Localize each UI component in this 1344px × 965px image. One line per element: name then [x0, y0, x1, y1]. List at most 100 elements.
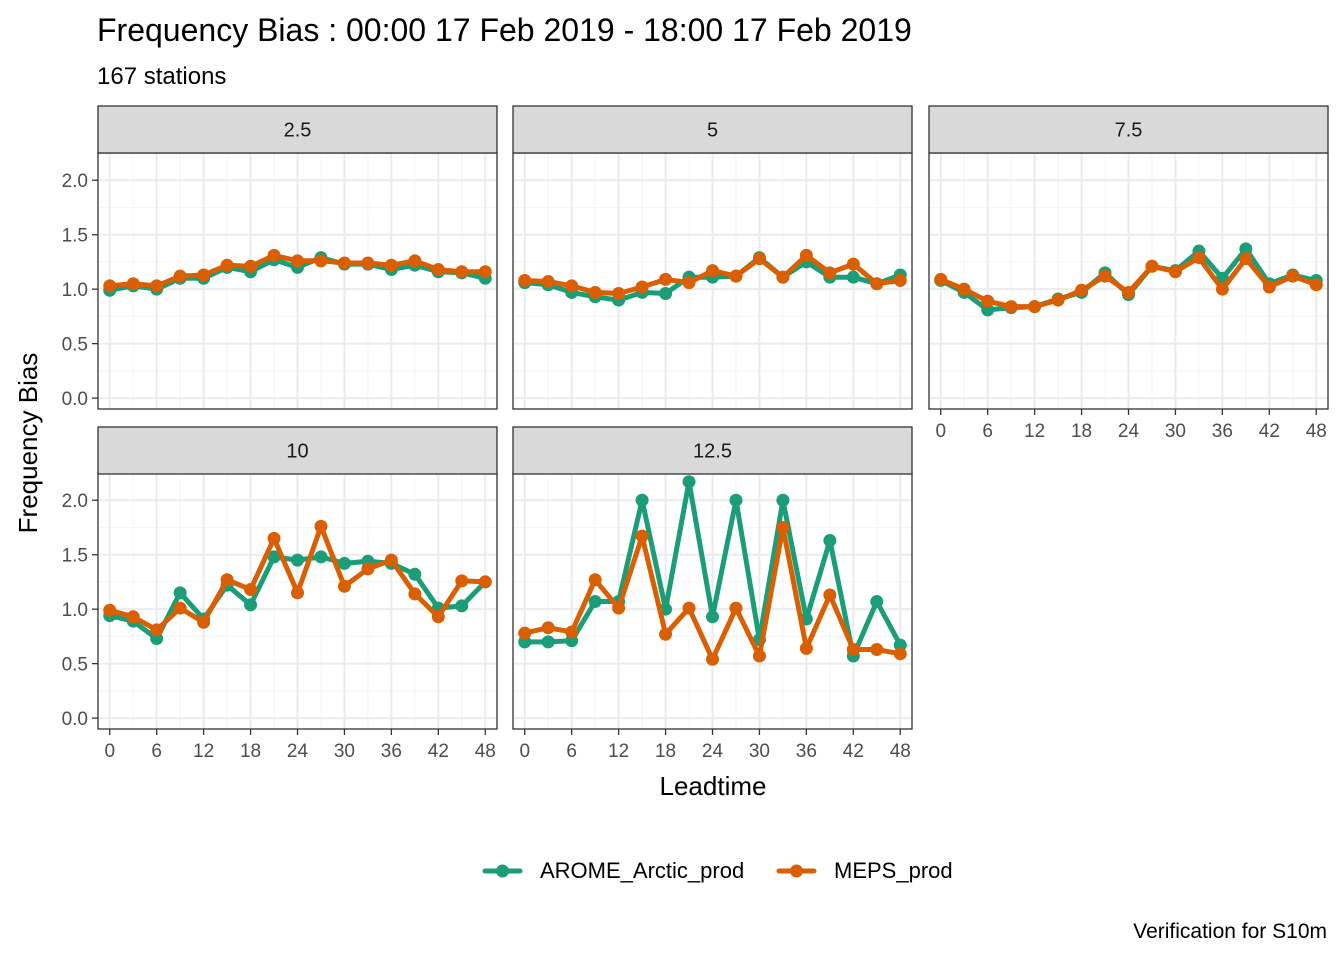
y-tick-label: 2.0: [62, 491, 88, 512]
data-point-MEPS_prod: [846, 257, 860, 271]
data-point-MEPS_prod: [408, 587, 422, 601]
data-point-AROME_Arctic_prod: [291, 553, 304, 567]
x-tick-label: 12: [608, 741, 629, 762]
facet-strip: [512, 105, 913, 154]
x-tick-label: 48: [1306, 421, 1327, 442]
data-point-MEPS_prod: [1004, 300, 1018, 314]
data-point-MEPS_prod: [291, 254, 304, 268]
x-tick-label: 48: [475, 741, 496, 762]
data-point-MEPS_prod: [729, 601, 743, 615]
data-point-MEPS_prod: [659, 627, 673, 641]
facet-strip-label: 12.5: [693, 441, 732, 463]
data-point-MEPS_prod: [612, 287, 626, 301]
x-tick-label: 0: [519, 741, 530, 762]
data-point-MEPS_prod: [893, 273, 907, 287]
data-point-MEPS_prod: [823, 588, 837, 602]
legend-key-point: [790, 864, 803, 878]
x-tick-label: 6: [566, 741, 577, 762]
data-point-MEPS_prod: [541, 621, 555, 635]
data-point-MEPS_prod: [1122, 285, 1135, 299]
data-point-AROME_Arctic_prod: [706, 610, 719, 624]
x-tick-label: 30: [1165, 421, 1186, 442]
legend-key-point: [496, 864, 509, 878]
x-tick-label: 42: [1259, 421, 1280, 442]
data-point-MEPS_prod: [893, 647, 907, 661]
data-point-MEPS_prod: [478, 575, 492, 589]
panels-layer: 2.50.00.51.01.52.05 7.50 6 12 18 24 30 36 42 4810…: [62, 105, 1329, 762]
x-tick-label: 18: [655, 741, 676, 762]
data-point-MEPS_prod: [1286, 269, 1300, 283]
x-tick-label: 36: [1212, 421, 1233, 442]
data-point-MEPS_prod: [126, 610, 140, 624]
x-tick-label: 18: [240, 741, 261, 762]
data-point-MEPS_prod: [361, 256, 375, 270]
x-tick-label: 6: [982, 421, 993, 442]
data-point-MEPS_prod: [518, 273, 532, 287]
data-point-MEPS_prod: [635, 529, 649, 543]
data-point-AROME_Arctic_prod: [682, 475, 696, 489]
x-tick-label: 12: [1024, 421, 1045, 442]
data-point-MEPS_prod: [870, 277, 884, 291]
data-point-MEPS_prod: [103, 279, 117, 293]
chart-caption: Verification for S10m: [1133, 920, 1327, 943]
data-point-AROME_Arctic_prod: [729, 493, 743, 507]
data-point-AROME_Arctic_prod: [314, 550, 328, 564]
data-point-MEPS_prod: [799, 641, 813, 655]
data-point-AROME_Arctic_prod: [267, 550, 281, 564]
data-point-MEPS_prod: [934, 272, 948, 286]
data-point-AROME_Arctic_prod: [588, 595, 602, 609]
data-point-MEPS_prod: [981, 294, 995, 308]
data-point-MEPS_prod: [1168, 265, 1182, 279]
data-point-MEPS_prod: [565, 279, 579, 293]
data-point-MEPS_prod: [267, 248, 281, 262]
data-point-MEPS_prod: [957, 282, 971, 296]
x-tick-label: 42: [428, 741, 449, 762]
data-point-MEPS_prod: [220, 573, 234, 587]
data-point-MEPS_prod: [220, 258, 234, 272]
data-point-MEPS_prod: [314, 254, 328, 268]
data-point-MEPS_prod: [823, 266, 837, 280]
data-point-AROME_Arctic_prod: [337, 556, 351, 570]
data-point-MEPS_prod: [173, 269, 187, 283]
y-tick-label: 1.0: [62, 600, 88, 621]
data-point-MEPS_prod: [431, 610, 445, 624]
data-point-MEPS_prod: [846, 642, 860, 656]
x-tick-label: 36: [796, 741, 817, 762]
data-point-MEPS_prod: [291, 586, 304, 600]
x-tick-label: 36: [381, 741, 402, 762]
y-tick-label: 0.5: [62, 335, 88, 356]
data-point-AROME_Arctic_prod: [635, 493, 649, 507]
legend-label: AROME_Arctic_prod: [540, 858, 744, 883]
data-point-MEPS_prod: [455, 265, 469, 279]
y-tick-label: 1.5: [62, 546, 88, 567]
data-point-MEPS_prod: [612, 601, 626, 615]
data-point-MEPS_prod: [588, 573, 602, 587]
data-point-MEPS_prod: [1098, 269, 1112, 283]
data-point-MEPS_prod: [776, 520, 790, 534]
x-axis-label: Leadtime: [660, 771, 767, 801]
data-point-MEPS_prod: [870, 642, 884, 656]
facet-panel-12-5: 12.5 0 6 12 18 24 30 36 42 48: [512, 426, 913, 762]
legend: AROME_Arctic_prod MEPS_prod: [482, 858, 953, 883]
legend-item-AROME_Arctic_prod: AROME_Arctic_prod: [482, 858, 744, 883]
data-point-AROME_Arctic_prod: [870, 595, 884, 609]
data-point-MEPS_prod: [126, 277, 140, 291]
y-tick-label: 0.0: [62, 709, 88, 730]
data-point-AROME_Arctic_prod: [541, 635, 555, 649]
data-point-MEPS_prod: [408, 254, 422, 268]
facet-panel-5: 5: [512, 105, 913, 410]
data-point-MEPS_prod: [1215, 282, 1229, 296]
data-point-MEPS_prod: [682, 601, 696, 615]
data-point-MEPS_prod: [1028, 300, 1042, 314]
data-point-AROME_Arctic_prod: [455, 599, 469, 613]
data-point-MEPS_prod: [1145, 259, 1159, 273]
data-point-AROME_Arctic_prod: [823, 534, 837, 548]
x-tick-label: 24: [702, 741, 724, 762]
data-point-MEPS_prod: [706, 652, 719, 666]
x-tick-label: 24: [287, 741, 309, 762]
facet-strip: [97, 426, 498, 475]
data-point-MEPS_prod: [267, 531, 281, 545]
facet-panel-7-5: 7.5 0 6 12 18 24 30 36 42 48: [928, 105, 1329, 442]
data-point-MEPS_prod: [197, 615, 211, 629]
